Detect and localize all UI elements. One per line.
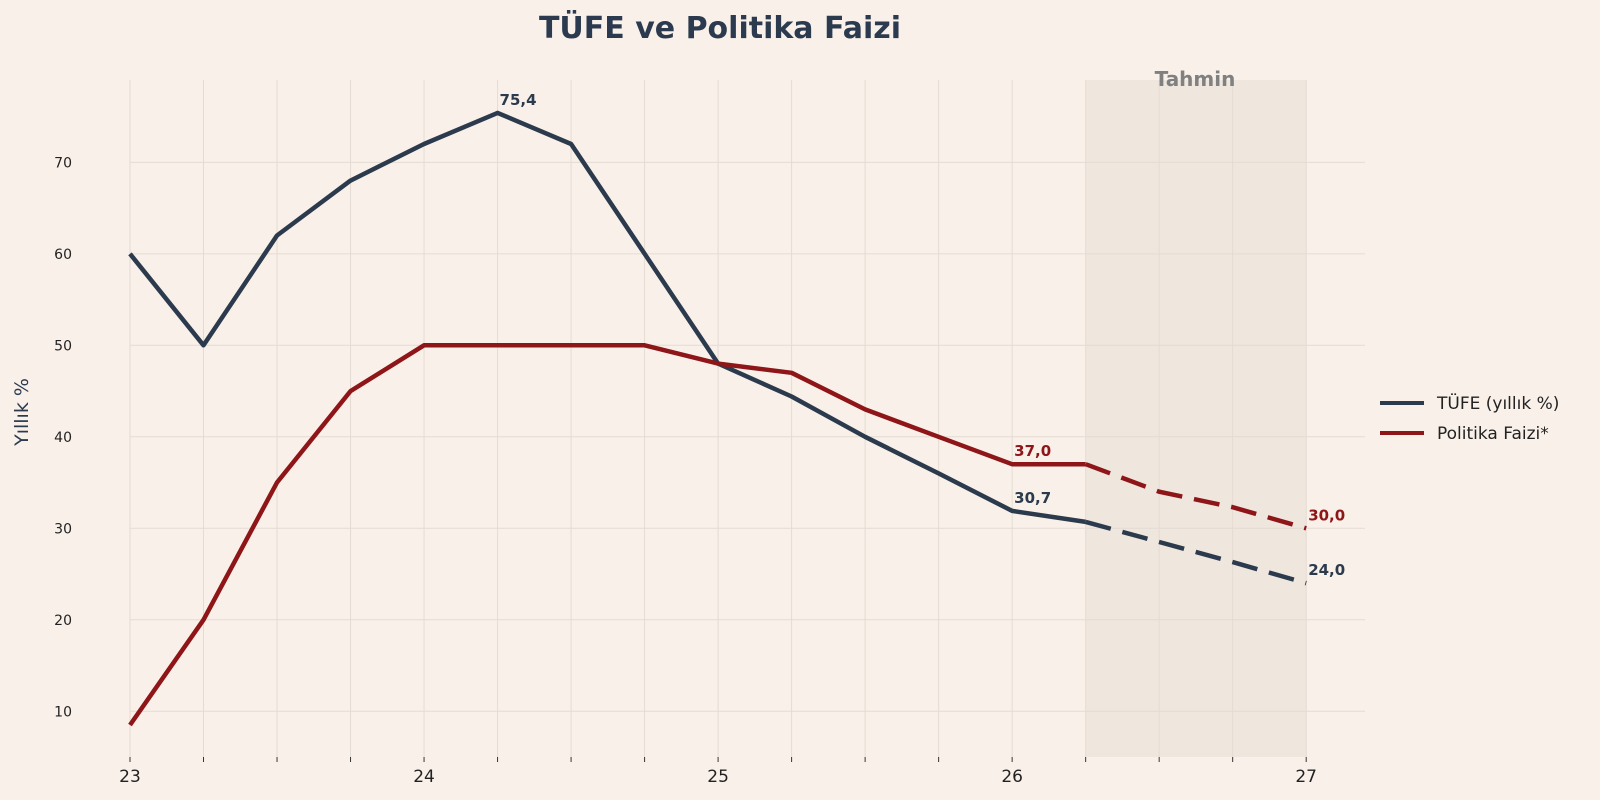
legend-label-tufe: TÜFE (yıllık %) [1436,392,1559,414]
x-tick-label: 27 [1295,767,1317,787]
annotation-layer: 75,4 30,7 24,0 37,0 30,0 [500,91,1346,579]
data-label: 30,0 [1308,506,1345,524]
y-tick-label: 50 [54,338,72,354]
legend: TÜFE (yıllık %) Politika Faizi* [1380,392,1559,444]
forecast-region [1085,80,1307,757]
y-tick-label: 70 [54,155,72,171]
x-tick-label: 26 [1001,767,1023,787]
x-tick-label: 23 [119,767,141,787]
data-label: 30,7 [1014,489,1051,507]
y-tick-label: 60 [54,247,72,263]
tick-layer: 10 20 30 40 50 60 70 23 24 25 26 27 [54,155,1317,787]
data-label: 37,0 [1014,442,1051,460]
y-tick-label: 30 [54,521,72,537]
series-layer [128,110,1307,727]
forecast-label: Tahmin [1155,67,1236,91]
chart-title: TÜFE ve Politika Faizi [539,9,901,46]
data-label: 75,4 [500,91,537,109]
x-tick-label: 24 [413,767,435,787]
x-tick-label: 25 [707,767,729,787]
series-forecast-line-0 [1085,519,1307,586]
y-tick-label: 40 [54,430,72,446]
y-tick-label: 20 [54,613,72,629]
y-axis-label: Yıllık % [11,378,33,447]
legend-label-faiz: Politika Faizi* [1437,424,1549,444]
grid-layer [129,80,1365,757]
series-line-0 [128,110,1087,525]
series-forecast-line-1 [1084,462,1307,531]
data-label: 24,0 [1308,561,1345,579]
y-tick-label: 10 [54,704,72,720]
series-line-1 [128,343,1086,727]
